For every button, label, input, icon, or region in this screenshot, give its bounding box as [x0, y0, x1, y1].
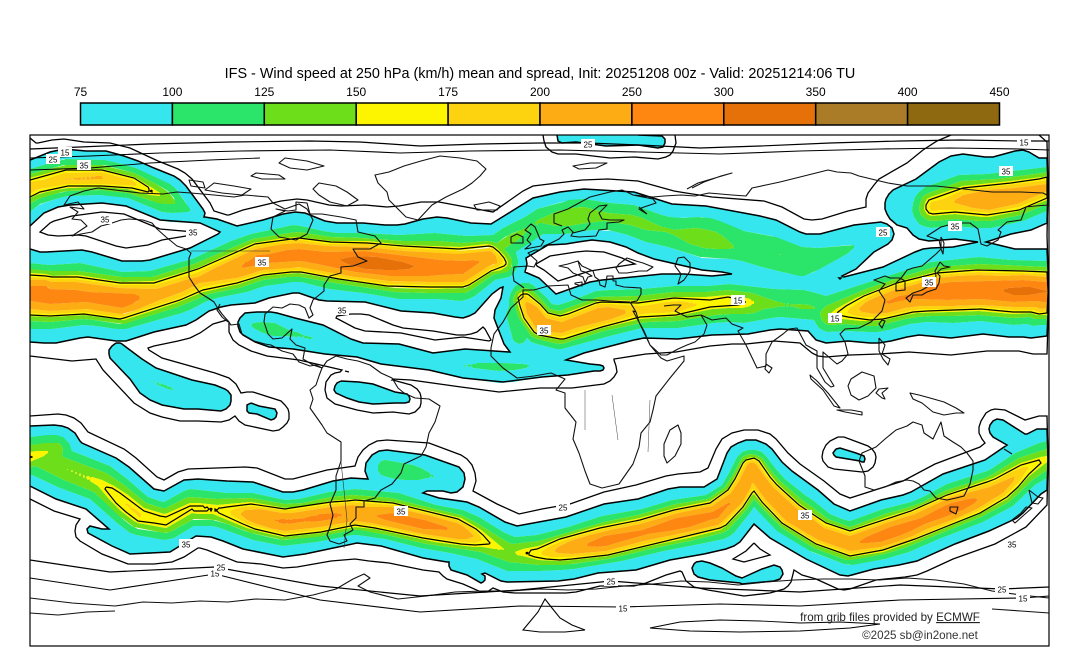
svg-text:35: 35	[951, 223, 960, 232]
svg-text:25: 25	[584, 141, 593, 150]
svg-text:35: 35	[397, 508, 406, 517]
svg-text:IFS - Wind speed at 250 hPa (k: IFS - Wind speed at 250 hPa (km/h) mean …	[225, 66, 856, 82]
svg-text:100: 100	[162, 85, 182, 99]
svg-text:25: 25	[559, 504, 568, 513]
svg-text:15: 15	[61, 149, 70, 158]
svg-text:150: 150	[346, 85, 366, 99]
svg-text:300: 300	[714, 85, 734, 99]
svg-text:450: 450	[989, 85, 1009, 99]
svg-text:35: 35	[1002, 168, 1011, 177]
svg-text:35: 35	[925, 279, 934, 288]
svg-text:35: 35	[801, 512, 810, 521]
svg-text:15: 15	[831, 315, 840, 324]
svg-text:15: 15	[619, 605, 628, 614]
svg-text:25: 25	[998, 586, 1007, 595]
svg-text:35: 35	[101, 216, 110, 225]
svg-text:35: 35	[189, 229, 198, 238]
svg-text:175: 175	[438, 85, 458, 99]
svg-text:75: 75	[74, 85, 88, 99]
svg-text:35: 35	[258, 259, 267, 268]
svg-text:35: 35	[338, 307, 347, 316]
svg-text:125: 125	[254, 85, 274, 99]
svg-text:35: 35	[1008, 541, 1017, 550]
svg-text:250: 250	[622, 85, 642, 99]
svg-text:15: 15	[211, 570, 220, 579]
svg-text:350: 350	[806, 85, 826, 99]
svg-text:15: 15	[1020, 139, 1029, 148]
svg-text:35: 35	[540, 327, 549, 336]
svg-text:35: 35	[182, 541, 191, 550]
svg-text:15: 15	[734, 297, 743, 306]
svg-text:35: 35	[80, 162, 89, 171]
svg-text:©2025 sb@in2one.net: ©2025 sb@in2one.net	[862, 629, 979, 642]
svg-text:15: 15	[1019, 595, 1028, 604]
svg-text:200: 200	[530, 85, 550, 99]
svg-text:25: 25	[879, 229, 888, 238]
svg-text:from grib files provided by EC: from grib files provided by ECMWF	[800, 611, 980, 624]
svg-text:25: 25	[607, 578, 616, 587]
svg-text:25: 25	[49, 156, 58, 165]
svg-text:400: 400	[898, 85, 918, 99]
svg-text:25: 25	[217, 564, 226, 573]
